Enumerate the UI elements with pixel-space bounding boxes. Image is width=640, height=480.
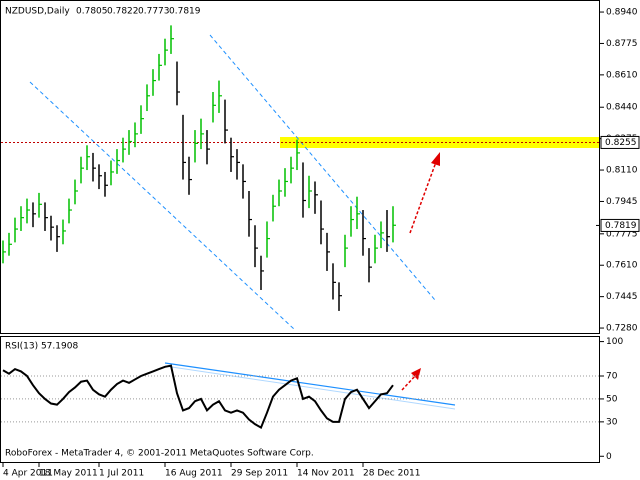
price-panel [0,0,600,334]
quote: 0.7819 [169,7,201,17]
y-tick-label: 100 [606,337,623,347]
resistance-band [280,137,600,148]
symbol-title: NZDUSD,Daily [5,7,70,17]
level-label: 0.8255 [605,138,637,148]
rsi-trendline [164,362,456,406]
rsi-arrow [401,374,417,391]
y-tick-label: 0.7610 [606,261,638,271]
rsi-line [2,364,394,430]
y-tick-label: 0.7280 [606,324,638,334]
x-tick-label: 29 Sep 2011 [231,469,288,479]
x-tick-label: 16 Aug 2011 [165,469,223,479]
x-tick-label: 1 Jul 2011 [99,469,144,479]
y-tick-label: 0.7445 [606,292,638,302]
rsi-title: RSI(13) 57.1908 [5,342,78,352]
channel-line [29,81,296,331]
quote: 0.7822 [107,7,139,17]
y-tick-label: 50 [606,394,618,404]
level-box [600,135,640,149]
x-tick-label: 4 Apr 2011 [3,469,53,479]
arrow-head [431,152,440,166]
y-tick-label: 0.8440 [606,103,638,113]
x-tick-label: 18 May 2011 [39,469,98,479]
y-tick-label: 0.7775 [606,229,638,239]
arrow-head [411,368,421,380]
y-tick-label: 0.8940 [606,8,638,18]
y-tick-label: 0.8775 [606,39,638,49]
x-tick-label: 28 Dec 2011 [363,469,421,479]
x-tick-label: 14 Nov 2011 [297,469,355,479]
forecast-arrow [409,161,437,234]
price-box [600,218,640,232]
rsi-trendline [164,365,456,410]
y-tick-label: 0 [606,452,612,462]
y-tick-label: 0.8110 [606,166,638,176]
quote: 0.7773 [138,7,170,17]
price-label: 0.7819 [605,221,637,231]
rsi-panel [0,336,600,463]
y-tick-label: 70 [606,371,618,381]
quote: 0.7805 [76,7,108,17]
y-tick-label: 0.7945 [606,197,638,207]
y-tick-label: 30 [606,417,618,427]
channel-line [209,34,436,301]
footer: RoboForex - MetaTrader 4, © 2001-2011 Me… [5,449,314,459]
y-tick-label: 0.8610 [606,70,638,80]
